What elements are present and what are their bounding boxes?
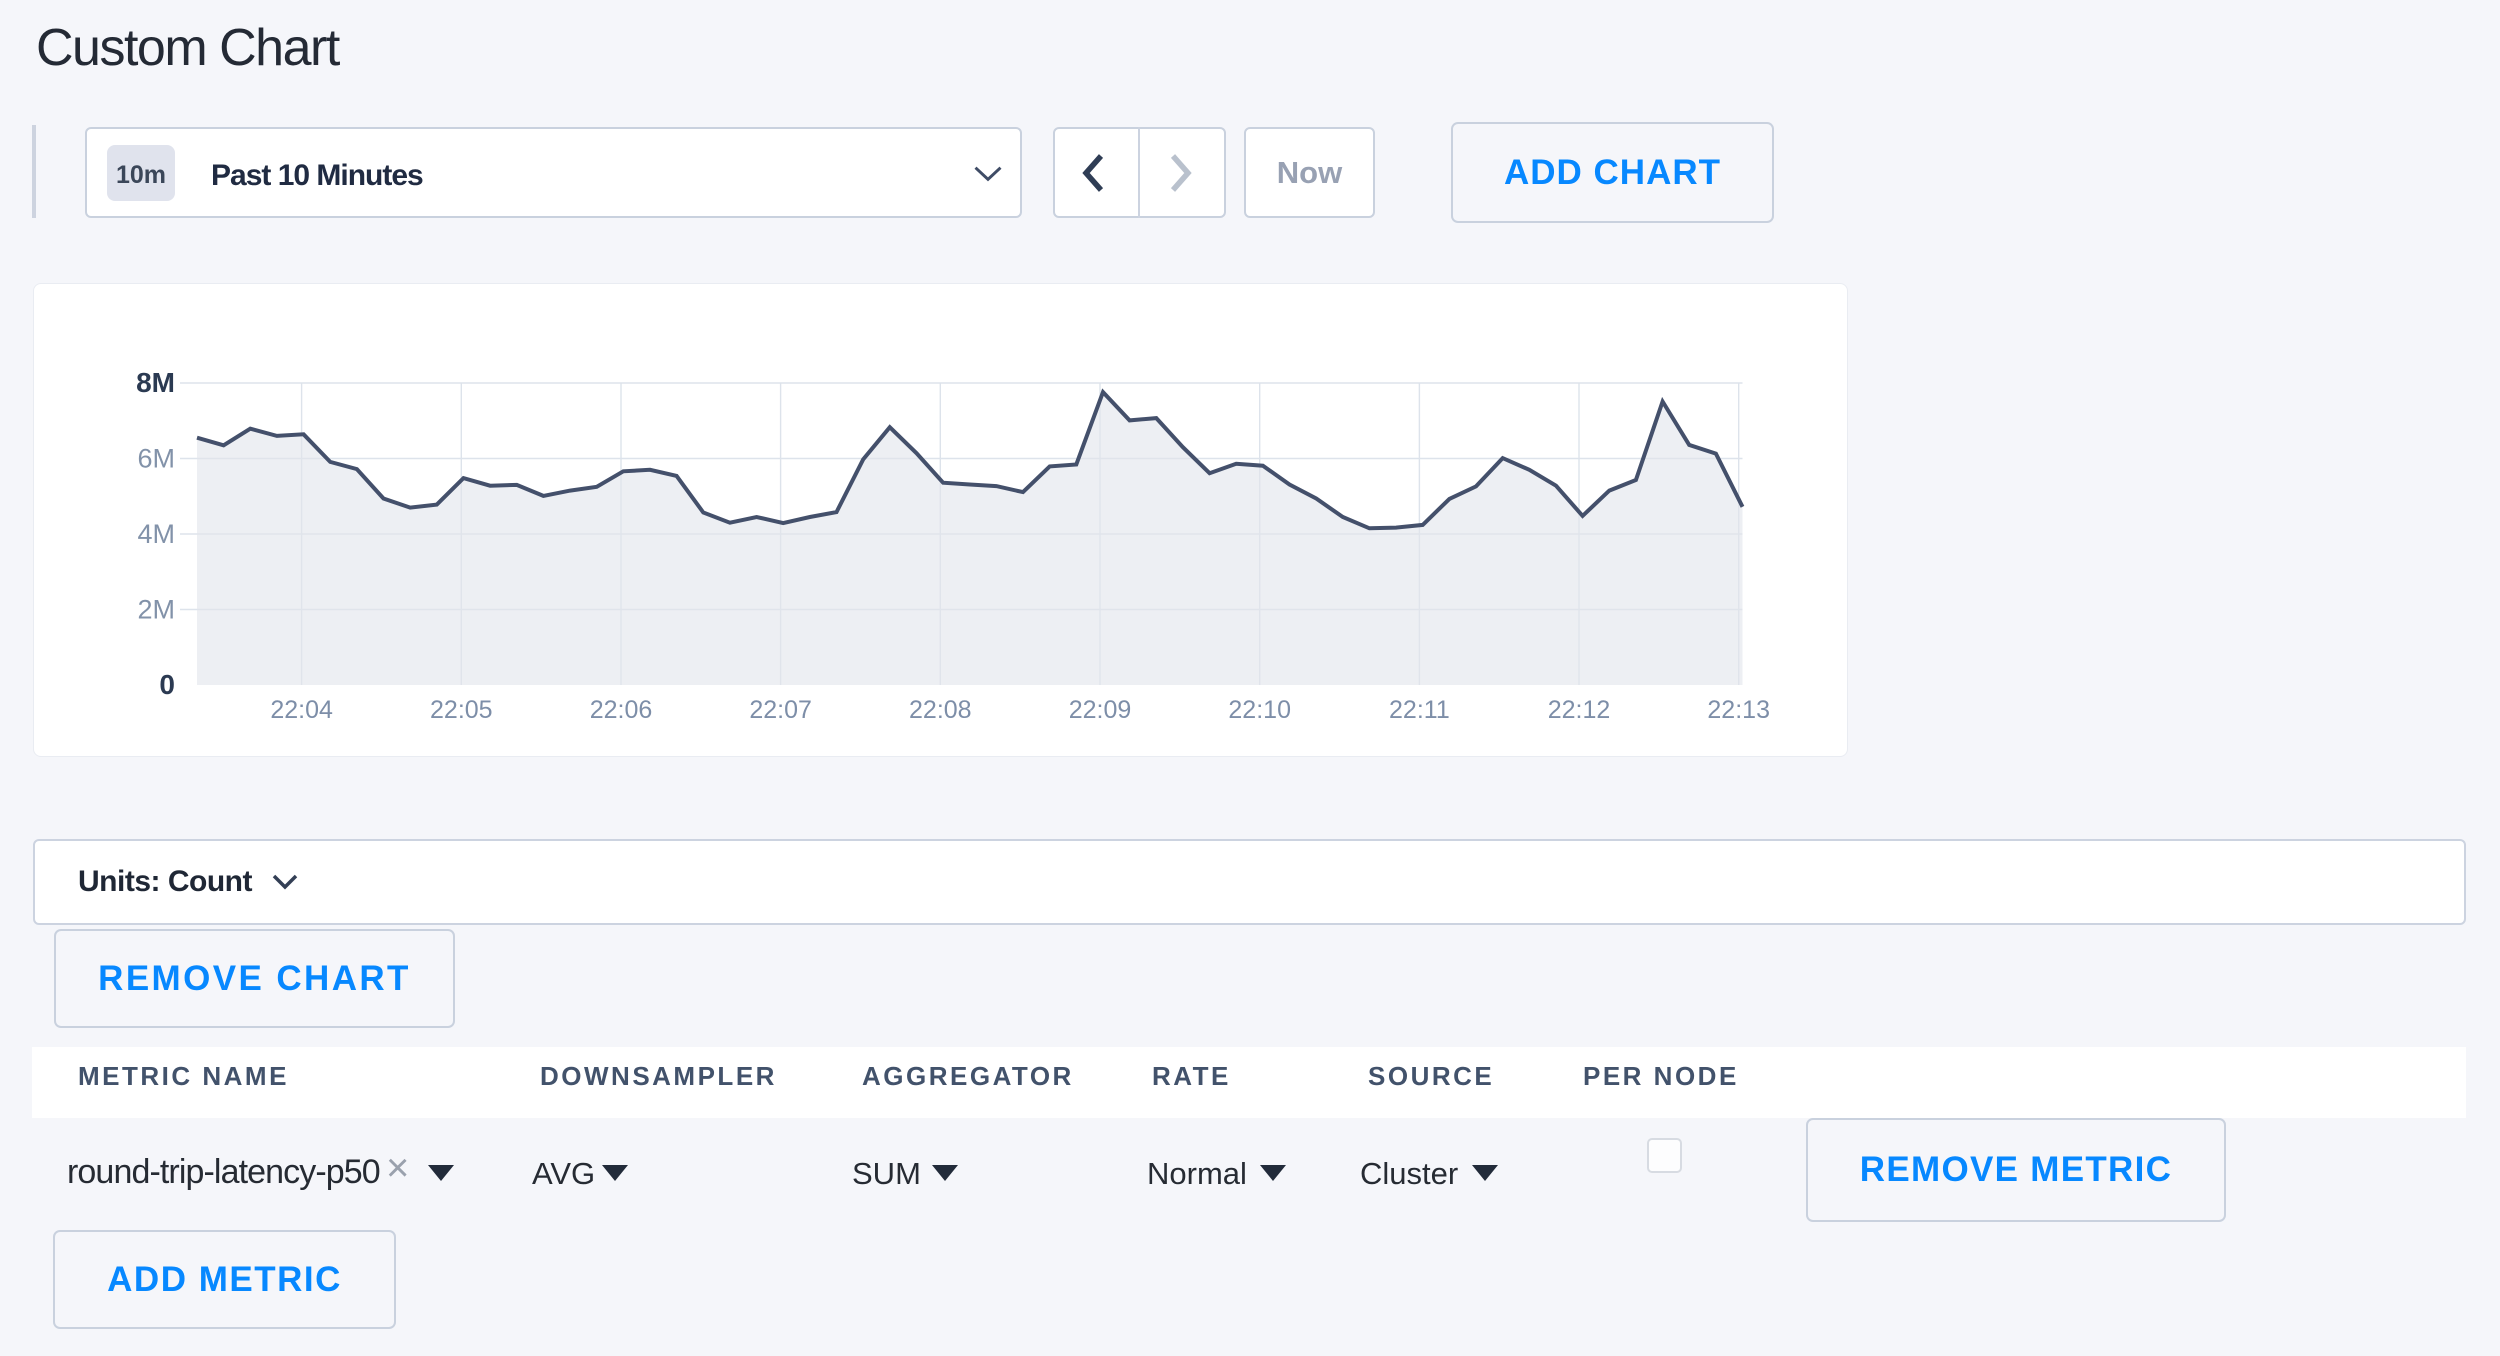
svg-text:22:05: 22:05 (430, 696, 493, 724)
svg-text:8M: 8M (136, 367, 175, 398)
svg-text:22:13: 22:13 (1707, 696, 1770, 724)
svg-text:22:09: 22:09 (1069, 696, 1132, 724)
svg-text:22:11: 22:11 (1389, 696, 1450, 724)
svg-text:2M: 2M (137, 595, 175, 625)
svg-text:4M: 4M (137, 519, 175, 549)
svg-text:22:07: 22:07 (749, 696, 812, 724)
svg-text:6M: 6M (137, 444, 175, 474)
svg-text:22:12: 22:12 (1548, 696, 1611, 724)
svg-text:22:04: 22:04 (270, 696, 333, 724)
svg-text:22:08: 22:08 (909, 696, 972, 724)
svg-text:22:10: 22:10 (1228, 696, 1291, 724)
svg-text:0: 0 (159, 669, 175, 700)
svg-text:22:06: 22:06 (590, 696, 653, 724)
